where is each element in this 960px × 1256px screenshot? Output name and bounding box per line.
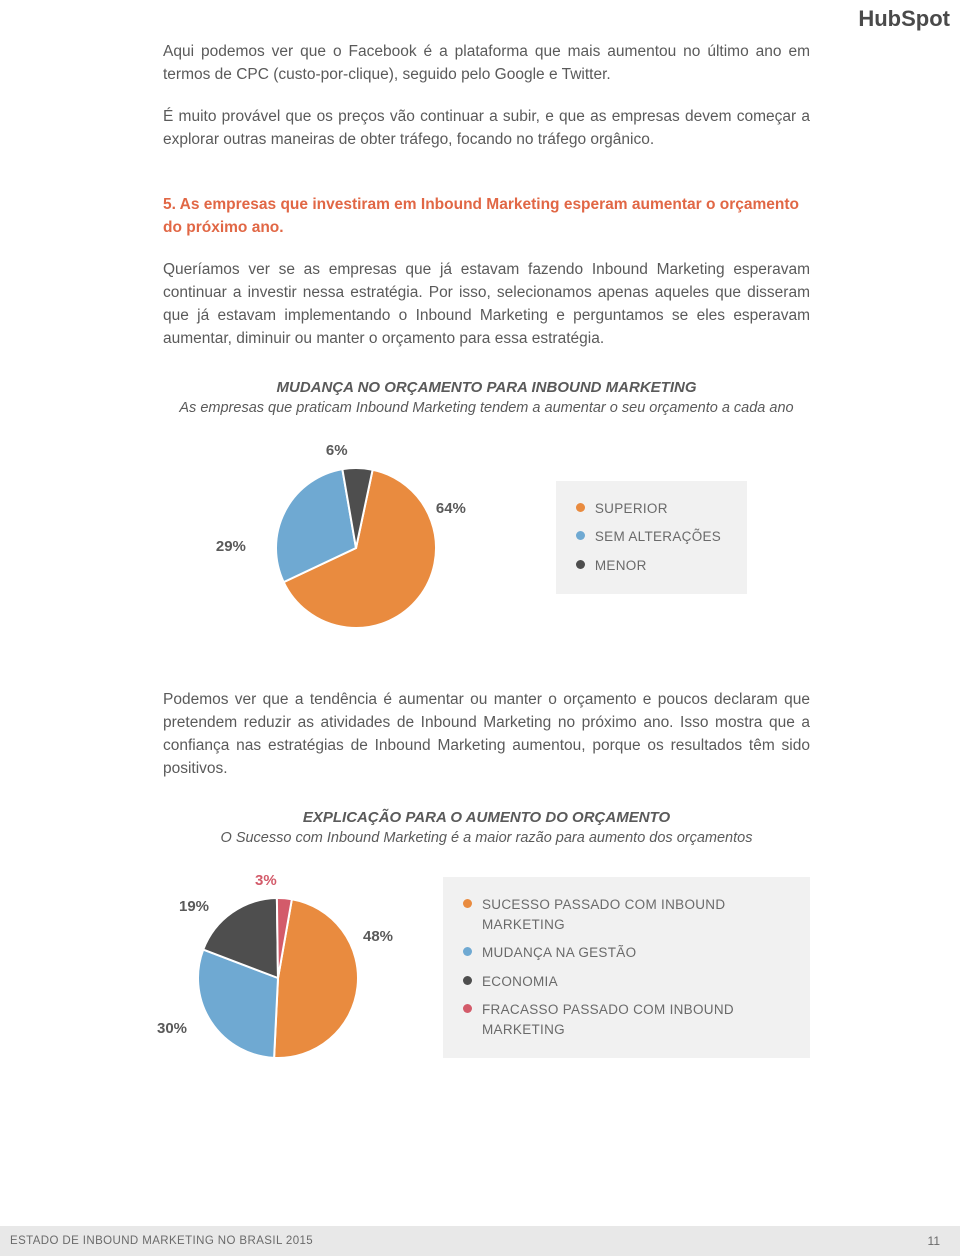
paragraph-2: É muito provável que os preços vão conti… xyxy=(163,105,810,152)
paragraph-1: Aqui podemos ver que o Facebook é a plat… xyxy=(163,40,810,87)
page-content: Aqui podemos ver que o Facebook é a plat… xyxy=(0,0,960,1068)
legend-item: SUCESSO PASSADO COM INBOUND MARKETING xyxy=(463,895,784,936)
hubspot-logo: HubSpot xyxy=(858,6,950,32)
legend-dot xyxy=(463,976,472,985)
legend-dot xyxy=(463,899,472,908)
legend-label: MUDANÇA NA GESTÃO xyxy=(482,943,636,963)
chart1-label-29: 29% xyxy=(216,538,246,555)
footer-title: ESTADO DE INBOUND MARKETING NO BRASIL 20… xyxy=(10,1235,313,1247)
chart2-label-3: 3% xyxy=(255,872,277,889)
chart1-legend: SUPERIOR SEM ALTERAÇÕES MENOR xyxy=(556,481,747,594)
chart2-row: 48% 30% 19% 3% SUCESSO PASSADO COM INBOU… xyxy=(163,868,810,1068)
legend-label: SUCESSO PASSADO COM INBOUND MARKETING xyxy=(482,895,784,936)
legend-label: SUPERIOR xyxy=(595,499,668,519)
legend-item: SEM ALTERAÇÕES xyxy=(576,527,721,547)
footer-page-number: 11 xyxy=(928,1234,940,1248)
legend-item: ECONOMIA xyxy=(463,972,784,992)
chart2-label-48: 48% xyxy=(363,928,393,945)
paragraph-3: Queríamos ver se as empresas que já esta… xyxy=(163,258,810,351)
chart1-row: 64% 29% 6% SUPERIOR SEM ALTERAÇÕES MENOR xyxy=(163,438,810,638)
chart2-label-30: 30% xyxy=(157,1020,187,1037)
legend-item: FRACASSO PASSADO COM INBOUND MARKETING xyxy=(463,1000,784,1041)
logo-text: HubSpot xyxy=(858,6,950,31)
legend-dot xyxy=(576,503,585,512)
chart2-title: EXPLICAÇÃO PARA O AUMENTO DO ORÇAMENTO xyxy=(163,809,810,826)
legend-label: MENOR xyxy=(595,556,647,576)
legend-dot xyxy=(463,1004,472,1013)
paragraph-4: Podemos ver que a tendência é aumentar o… xyxy=(163,688,810,781)
legend-item: MENOR xyxy=(576,556,721,576)
legend-dot xyxy=(576,560,585,569)
legend-item: MUDANÇA NA GESTÃO xyxy=(463,943,784,963)
chart1-pie: 64% 29% 6% xyxy=(226,438,446,638)
chart1-subtitle: As empresas que praticam Inbound Marketi… xyxy=(163,400,810,416)
chart2-label-19: 19% xyxy=(179,898,209,915)
chart1-label-64: 64% xyxy=(436,500,466,517)
legend-label: FRACASSO PASSADO COM INBOUND MARKETING xyxy=(482,1000,784,1041)
legend-label: ECONOMIA xyxy=(482,972,558,992)
chart2-subtitle: O Sucesso com Inbound Marketing é a maio… xyxy=(163,830,810,846)
page-footer: ESTADO DE INBOUND MARKETING NO BRASIL 20… xyxy=(0,1226,960,1256)
chart1-label-6: 6% xyxy=(326,442,348,459)
legend-label: SEM ALTERAÇÕES xyxy=(595,527,721,547)
chart1-title: MUDANÇA NO ORÇAMENTO PARA INBOUND MARKET… xyxy=(163,379,810,396)
legend-dot xyxy=(576,531,585,540)
chart2-legend: SUCESSO PASSADO COM INBOUND MARKETING MUD… xyxy=(443,877,810,1059)
legend-item: SUPERIOR xyxy=(576,499,721,519)
section-heading-5: 5. As empresas que investiram em Inbound… xyxy=(163,193,810,240)
legend-dot xyxy=(463,947,472,956)
chart2-pie: 48% 30% 19% 3% xyxy=(163,868,383,1068)
